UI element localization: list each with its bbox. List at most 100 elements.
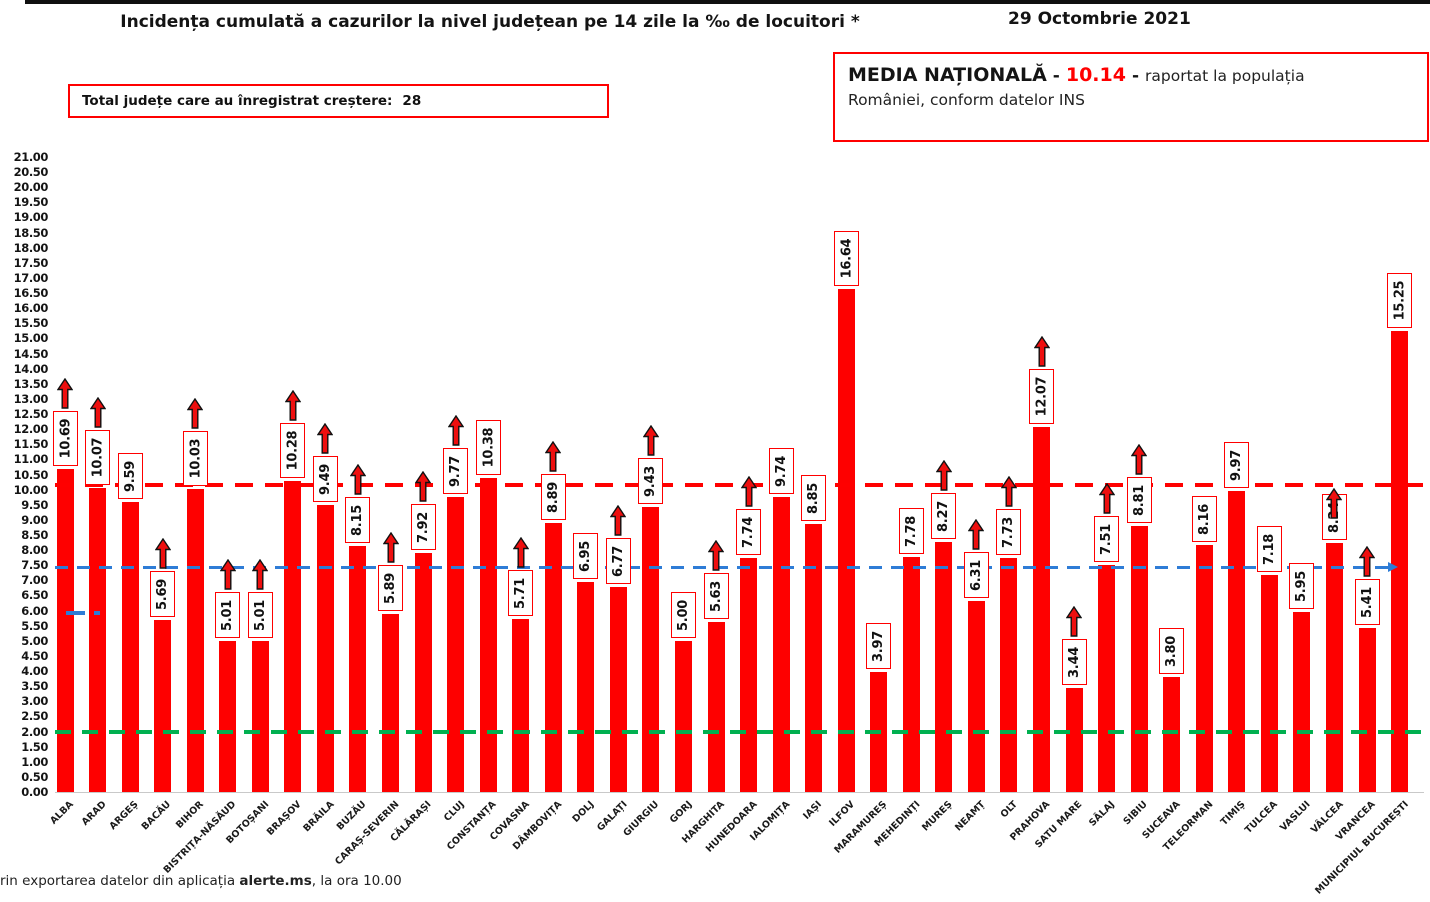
increase-arrow-icon	[447, 414, 465, 446]
bar	[1293, 612, 1310, 792]
bar-value-label: 5.89	[378, 565, 403, 611]
blue-reference-line	[55, 566, 1388, 569]
bar-value-text: 3.97	[871, 630, 886, 662]
bar-value-text: 8.27	[936, 500, 951, 532]
y-axis-tick-label: 1.50	[21, 739, 48, 754]
growth-total-value: 28	[402, 93, 422, 109]
bar-value-text: 9.43	[643, 465, 658, 497]
bar-value-text: 12.07	[1034, 376, 1049, 417]
y-axis-tick-label: 4.50	[21, 648, 48, 663]
y-axis-tick-label: 20.50	[13, 165, 49, 180]
bar-value-label: 5.41	[1355, 579, 1380, 625]
increase-arrow-icon	[935, 459, 953, 491]
y-axis-tick-label: 8.00	[21, 543, 48, 558]
y-axis-tick-label: 2.00	[21, 724, 48, 739]
bar-value-label: 7.78	[899, 508, 924, 554]
bar	[1196, 545, 1213, 792]
footer-note: rin exportarea datelor din aplicația ale…	[0, 873, 402, 889]
bar-value-text: 10.07	[90, 437, 105, 478]
bar	[447, 497, 464, 792]
increase-arrow-icon	[1000, 475, 1018, 507]
bar-value-text: 15.25	[1392, 280, 1407, 321]
bar	[284, 481, 301, 792]
bar-value-text: 9.74	[774, 455, 789, 487]
increase-arrow-icon	[284, 389, 302, 421]
increase-arrow-icon	[382, 531, 400, 563]
increase-arrow-icon	[56, 377, 74, 409]
increase-arrow-icon	[512, 536, 530, 568]
county-name: ARGEȘ	[107, 799, 141, 833]
increase-arrow-icon	[1065, 605, 1083, 637]
bar	[512, 619, 529, 792]
y-axis-tick-label: 15.00	[13, 331, 49, 346]
green-reference-line	[55, 730, 1424, 734]
separator: -	[1131, 66, 1140, 86]
bar-value-label: 16.64	[834, 231, 859, 286]
bar-value-text: 5.41	[1360, 586, 1375, 618]
bar-value-text: 16.64	[839, 238, 854, 279]
county-name: DOLJ	[570, 799, 597, 825]
y-axis-tick-label: 14.00	[13, 361, 49, 376]
county-name: SIBIU	[1121, 799, 1150, 828]
y-axis-tick-label: 17.50	[13, 255, 49, 270]
bar-value-text: 9.49	[318, 463, 333, 495]
y-axis-tick-label: 9.50	[21, 497, 48, 512]
increase-arrow-icon	[1033, 335, 1051, 367]
increase-arrow-icon	[219, 558, 237, 590]
county-name: MUREȘ	[920, 799, 955, 834]
bar	[1391, 331, 1408, 792]
stray-blue-dash	[66, 611, 85, 615]
separator: -	[1052, 66, 1060, 86]
bar	[1228, 491, 1245, 792]
increase-arrow-icon	[544, 440, 562, 472]
bar-value-text: 3.44	[1067, 646, 1082, 678]
y-axis-tick-label: 16.00	[13, 301, 49, 316]
increase-arrow-icon	[740, 475, 758, 507]
county-name: BRAȘOV	[264, 799, 304, 838]
bar-value-text: 7.18	[1262, 533, 1277, 565]
county-name: ARAD	[79, 799, 109, 828]
increase-arrow-icon	[251, 558, 269, 590]
county-name: TULCEA	[1243, 799, 1281, 836]
bar	[1066, 688, 1083, 792]
bar-value-text: 5.71	[513, 577, 528, 609]
bar	[968, 601, 985, 792]
y-axis-tick-label: 16.50	[13, 286, 49, 301]
bar	[903, 557, 920, 792]
bar-value-label: 5.63	[704, 573, 729, 619]
bar	[1261, 575, 1278, 792]
county-name: SĂLAJ	[1087, 799, 1118, 829]
y-axis-tick-label: 7.50	[21, 558, 48, 573]
bar-value-text: 5.95	[1294, 570, 1309, 602]
bar	[317, 505, 334, 792]
bar-value-text: 7.51	[1099, 523, 1114, 555]
increase-arrow-icon	[609, 504, 627, 536]
y-axis-tick-label: 8.50	[21, 527, 48, 542]
y-axis-tick-label: 0.50	[21, 769, 48, 784]
bar-value-label: 9.43	[638, 458, 663, 504]
bar-value-text: 7.74	[741, 516, 756, 548]
bar	[805, 524, 822, 792]
bar-value-label: 3.80	[1159, 628, 1184, 674]
y-axis-tick-label: 18.50	[13, 225, 49, 240]
x-axis-line	[55, 792, 1424, 793]
bar	[642, 507, 659, 792]
bar-value-text: 10.28	[285, 430, 300, 471]
national-average-suffix: raportat la populația	[1145, 67, 1305, 85]
national-average-value: 10.14	[1065, 64, 1126, 86]
county-name: ALBA	[48, 799, 76, 827]
bar	[382, 614, 399, 792]
national-average-reference-line	[55, 483, 1430, 487]
y-axis-tick-label: 7.00	[21, 573, 48, 588]
bar-value-text: 8.15	[350, 504, 365, 536]
bar-value-text: 6.31	[969, 559, 984, 591]
bar-value-text: 3.80	[1164, 635, 1179, 667]
increase-arrow-icon	[642, 424, 660, 456]
bar	[57, 469, 74, 792]
stray-blue-dash	[94, 611, 100, 615]
bar-value-label: 12.07	[1029, 369, 1054, 424]
national-average-line2: României, conform datelor INS	[848, 91, 1085, 109]
bar-value-text: 8.81	[1132, 484, 1147, 516]
y-axis-tick-label: 5.00	[21, 633, 48, 648]
bar-value-label: 10.07	[85, 430, 110, 485]
